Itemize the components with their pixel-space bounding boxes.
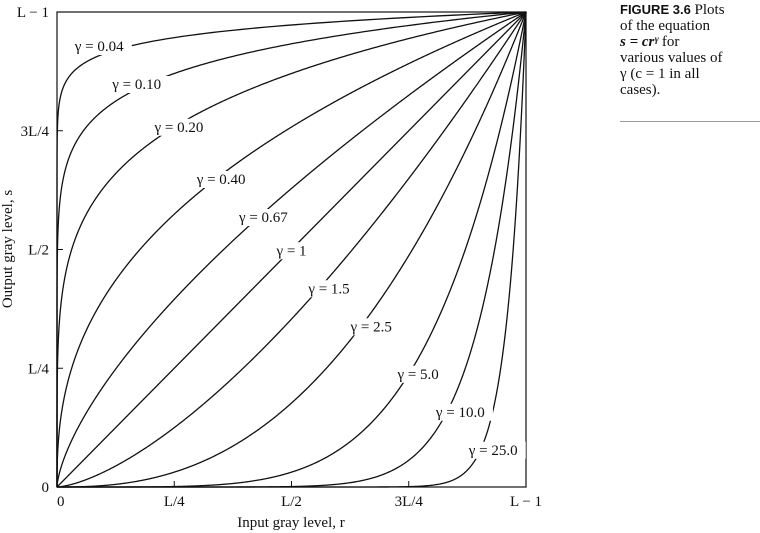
caption-text-4: various values of <box>620 50 723 66</box>
y-tick-label: L/2 <box>28 243 49 259</box>
gamma-curve <box>56 11 527 488</box>
caption-rule <box>620 121 760 122</box>
gamma-curve-label: γ = 10.0 <box>435 405 485 421</box>
y-tick-label: 0 <box>42 480 50 496</box>
gamma-curve-label: γ = 5.0 <box>396 367 438 383</box>
gamma-curve-label: γ = 1 <box>275 243 306 259</box>
gamma-label-background <box>427 403 493 421</box>
caption-equation: s = crᵞ <box>620 34 659 50</box>
gamma-label-background <box>104 76 170 93</box>
gamma-curve-label: γ = 0.67 <box>238 210 288 226</box>
gamma-label-background <box>270 242 313 260</box>
caption-text-2: of the equation <box>620 18 710 34</box>
gamma-curve-label: γ = 1.5 <box>307 281 349 297</box>
gamma-label-background <box>230 209 296 226</box>
gamma-curve <box>56 11 527 487</box>
gamma-curve <box>56 11 527 487</box>
y-tick-label: L − 1 <box>17 5 49 21</box>
gamma-curves-chart: 0 L/4 L/2 3L/4 L − 1 0 L/4 L/2 3L/4 L − 1 γ = 0.0… <box>0 5 542 531</box>
gamma-curve <box>56 11 527 488</box>
figure-label: FIGURE 3.6 <box>620 2 691 17</box>
x-tick-label: L − 1 <box>510 494 542 510</box>
x-tick-label: L/2 <box>281 494 302 510</box>
gamma-curve-label: γ = 0.40 <box>196 172 246 188</box>
y-tick-label: 3L/4 <box>21 124 50 140</box>
figure-caption: FIGURE 3.6 Plots of the equation s = crᵞ… <box>620 2 760 98</box>
x-tick-label: 3L/4 <box>395 494 424 510</box>
gamma-label-background <box>300 280 358 298</box>
gamma-curve-label: γ = 0.10 <box>111 77 161 93</box>
gamma-curve-label: γ = 0.20 <box>154 120 204 136</box>
gamma-label-background <box>188 171 254 188</box>
gamma-label-background <box>389 365 448 383</box>
gamma-curve-label: γ = 25.0 <box>468 443 518 459</box>
y-tick-label: L/4 <box>28 361 49 377</box>
caption-text-6: cases). <box>620 82 661 98</box>
gamma-label-background <box>460 441 526 459</box>
gamma-curve <box>57 11 527 488</box>
caption-text-1: Plots <box>694 2 725 18</box>
gamma-curves <box>56 11 527 488</box>
y-axis-title: Output gray level, s <box>0 190 16 308</box>
x-tick-label: 0 <box>57 494 65 510</box>
gamma-label-background <box>342 318 401 336</box>
axis-ticks: 0 L/4 L/2 3L/4 L − 1 0 L/4 L/2 3L/4 L − 1 <box>17 5 542 510</box>
gamma-curve-labels: γ = 0.04 γ = 0.10 γ = 0.20 γ = 0.40 γ = 0.67… <box>66 38 526 459</box>
caption-text-3: for <box>661 34 680 50</box>
gamma-label-background <box>146 118 212 136</box>
caption-text-5: γ (c = 1 in all <box>620 66 700 82</box>
gamma-label-background <box>66 38 132 55</box>
gamma-curve-label: γ = 0.04 <box>74 39 124 55</box>
x-tick-label: L/4 <box>164 494 185 510</box>
x-axis-title: Input gray level, r <box>237 515 344 531</box>
gamma-curve-label: γ = 2.5 <box>350 319 392 335</box>
gamma-curve <box>57 11 527 488</box>
